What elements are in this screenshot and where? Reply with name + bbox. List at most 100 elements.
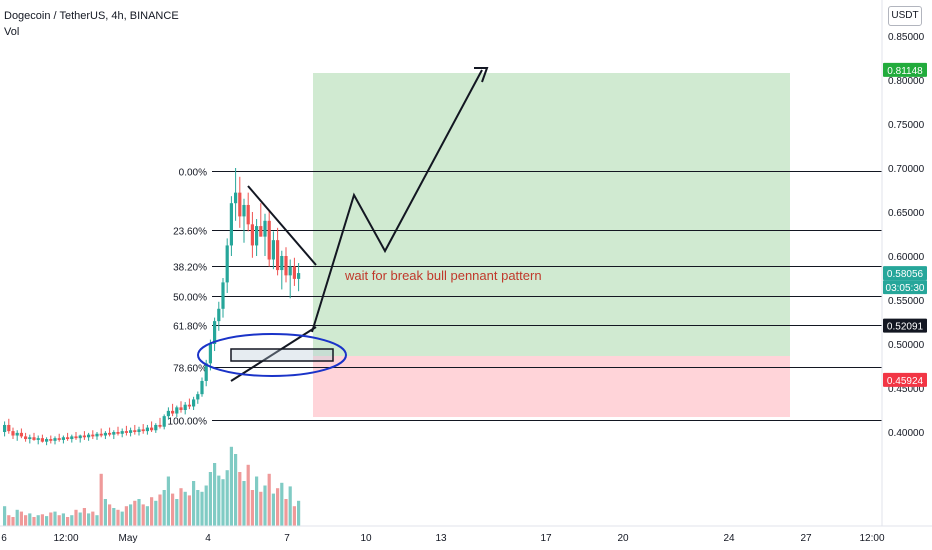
candle-body <box>208 344 212 364</box>
volume-bar <box>204 485 208 526</box>
volume-bar <box>276 488 280 526</box>
volume-bar <box>271 493 275 526</box>
candle-body <box>32 437 36 440</box>
loss-zone <box>313 356 790 417</box>
price-axis[interactable]: 0.85000 0.80000 0.75000 0.70000 0.65000 0.600… <box>888 32 925 439</box>
volume-bar <box>280 482 284 526</box>
price-tags: 0.81148 0.58056 03:05:30 0.52091 0.45924 <box>883 62 927 387</box>
pennant-upper-trendline[interactable] <box>247 185 317 266</box>
volume-bar <box>36 515 40 526</box>
volume-bar <box>229 446 233 526</box>
volume-bar <box>70 515 74 526</box>
volume-bar <box>250 490 254 526</box>
volume-bar <box>124 506 128 526</box>
candle-body <box>183 404 187 410</box>
candle-body <box>225 245 229 283</box>
candle-body <box>36 438 40 440</box>
volume-bar <box>95 515 99 526</box>
volume-label: Vol <box>4 26 20 38</box>
volume-bar <box>87 513 91 526</box>
candle-body <box>19 432 23 437</box>
entry-highlight-box[interactable] <box>230 348 334 362</box>
candle-body <box>129 430 133 433</box>
candle-body <box>221 282 225 309</box>
volume-bar <box>183 491 187 526</box>
volume-bar <box>82 508 86 526</box>
volume-bar <box>129 504 133 526</box>
candle-body <box>112 432 116 435</box>
volume-bar <box>78 512 82 526</box>
candle-body <box>179 407 183 410</box>
volume-bar <box>19 511 23 526</box>
price-tick-label: 0.75000 <box>888 120 925 131</box>
volume-bar <box>120 511 124 526</box>
entry-ellipse[interactable] <box>197 333 347 377</box>
volume-bar <box>15 509 19 526</box>
candle-body <box>87 434 91 438</box>
candle-body <box>137 429 141 432</box>
price-tick-label: 0.70000 <box>888 164 925 175</box>
price-tag-label: 0.58056 <box>887 269 924 280</box>
candle-body <box>91 434 95 437</box>
candle-body <box>120 431 124 434</box>
volume-bar <box>116 509 120 526</box>
time-tick-label: 10 <box>360 533 372 544</box>
volume-bar <box>187 495 191 526</box>
price-tick-label: 0.45000 <box>888 384 925 395</box>
candle-body <box>145 427 149 432</box>
projection-arrowhead <box>474 67 489 83</box>
price-tag-label: 0.45924 <box>887 376 924 387</box>
price-tag-stop <box>883 372 927 387</box>
time-tick-label: 27 <box>800 533 812 544</box>
currency-badge[interactable]: USDT <box>888 6 922 26</box>
projected-path[interactable] <box>311 69 483 333</box>
price-tag-label: 0.81148 <box>887 66 923 77</box>
candle-body <box>124 431 128 433</box>
volume-bar <box>91 511 95 526</box>
time-tick-label: 7 <box>284 533 290 544</box>
profit-zone <box>313 73 790 356</box>
candle-body <box>213 321 217 344</box>
time-tick-label: 24 <box>723 533 735 544</box>
candle-body <box>108 432 112 435</box>
price-tick-label: 0.60000 <box>888 252 925 263</box>
volume-bar <box>40 514 44 526</box>
price-tick-label: 0.55000 <box>888 296 925 307</box>
volume-bar <box>66 517 70 526</box>
volume-bar <box>179 488 183 526</box>
volume-bar <box>288 486 292 526</box>
volume-bar <box>171 493 175 526</box>
price-tag-countdown <box>883 280 927 295</box>
candle-body <box>200 380 204 395</box>
volume-bar <box>192 481 196 526</box>
candle-body <box>271 240 275 260</box>
fib-label: 23.60% <box>173 227 207 238</box>
fib-label: 0.00% <box>179 168 207 179</box>
fib-label: 61.80% <box>173 322 207 333</box>
candle-body <box>103 432 107 436</box>
candle-body <box>95 433 99 437</box>
time-axis[interactable]: 6 12:00 May 4 7 10 13 17 20 24 27 12:00 <box>1 533 885 544</box>
candle-body <box>288 266 292 276</box>
candle-body <box>187 404 191 407</box>
candle-body <box>74 436 78 439</box>
volume-bar <box>217 475 221 526</box>
candle-body <box>141 429 145 432</box>
volume-bars <box>3 446 301 526</box>
volume-bar <box>263 485 267 526</box>
candle-body <box>250 224 254 246</box>
candle-body <box>70 436 74 440</box>
volume-bar <box>297 500 301 526</box>
price-tag-target <box>883 62 927 77</box>
candle-body <box>192 399 196 407</box>
symbol-title: Dogecoin / TetherUS, 4h, BINANCE <box>4 10 179 22</box>
volume-bar <box>225 470 229 526</box>
volume-bar <box>45 516 49 526</box>
volume-bar <box>53 511 57 526</box>
candle-body <box>82 435 86 438</box>
candle-body <box>78 435 82 439</box>
volume-bar <box>154 500 158 526</box>
pennant-annotation: wait for break bull pennant pattern <box>345 268 542 283</box>
candle-body <box>15 432 19 436</box>
